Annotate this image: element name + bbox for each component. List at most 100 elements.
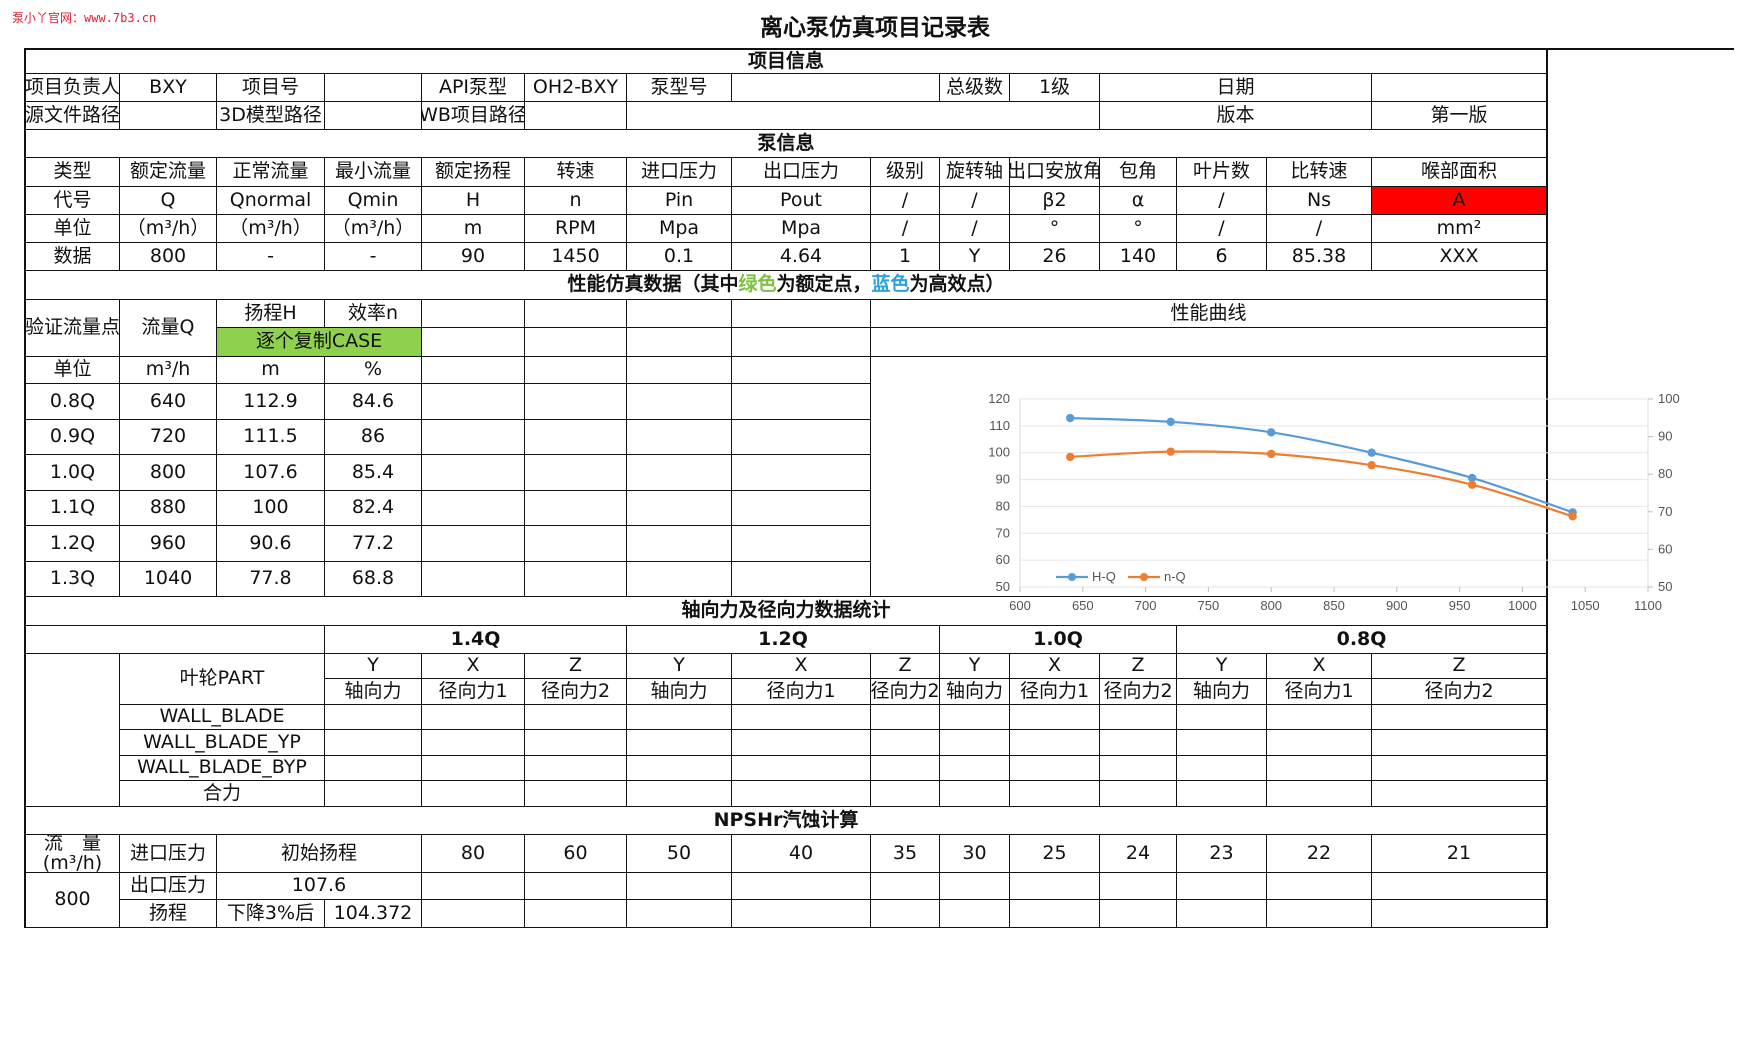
legend-label: n-Q: [1164, 569, 1186, 584]
perf-empty: [732, 491, 871, 526]
axial-group-2: 1.0Q: [940, 626, 1177, 654]
pump-headers-6: 进口压力: [627, 158, 732, 187]
force-value: [1010, 781, 1100, 807]
y-tick-right: 100: [1658, 393, 1680, 406]
y-tick-left: 70: [996, 525, 1010, 540]
section-pump-info: 泵信息: [24, 130, 1548, 158]
x-tick: 1050: [1571, 598, 1600, 613]
npsh-flow-label: 流 量 (m³/h): [24, 835, 120, 873]
data-point-H-Q: [1066, 413, 1075, 423]
force-value: [325, 756, 422, 781]
pump-headers-1: 额定流量: [120, 158, 217, 187]
axis-label: Z: [871, 654, 940, 679]
data-point-H-Q: [1166, 417, 1175, 427]
pump-units-3: （m³/h）: [325, 215, 422, 243]
y-tick-right: 90: [1658, 429, 1672, 444]
pump-units-4: m: [422, 215, 525, 243]
label-stages: 总级数: [940, 74, 1010, 102]
pump-headers-14: 喉部面积: [1372, 158, 1548, 187]
force-value: [627, 705, 732, 730]
section-performance: 性能仿真数据（其中 绿色 为额定点， 蓝色 为高效点）: [24, 271, 1548, 300]
perf-empty: [627, 491, 732, 526]
pump-headers-7: 出口压力: [732, 158, 871, 187]
perf-data-cell: 68.8: [325, 562, 422, 597]
legend-marker: [1140, 573, 1148, 581]
perf-empty: [627, 328, 732, 357]
npsh-pressure: 21: [1372, 835, 1548, 873]
pump-units-9: /: [940, 215, 1010, 243]
pump-codes-13: Ns: [1267, 187, 1372, 215]
pump-values-0: 数据: [24, 243, 120, 271]
perf-empty: [525, 562, 627, 597]
force-label: 径向力2: [525, 679, 627, 705]
pump-codes-6: Pin: [627, 187, 732, 215]
y-tick-left: 80: [996, 498, 1010, 513]
perf-empty: [525, 300, 627, 328]
part-name: WALL_BLADE: [120, 705, 325, 730]
perf-unit-0: 单位: [24, 357, 120, 384]
npsh-cell: [1372, 900, 1548, 928]
perf-empty: [422, 420, 525, 455]
axial-group-3: 0.8Q: [1177, 626, 1548, 654]
axial-group-0: 1.4Q: [325, 626, 627, 654]
perf-empty: [422, 328, 525, 357]
perf-empty: [732, 455, 871, 491]
force-value: [422, 730, 525, 756]
force-value: [422, 756, 525, 781]
force-value: [1100, 730, 1177, 756]
value-project-no: [325, 74, 422, 102]
label-source-path: 源文件路径: [24, 102, 120, 130]
force-value: [1100, 705, 1177, 730]
force-value: [871, 781, 940, 807]
pump-values-7: 4.64: [732, 243, 871, 271]
pump-values-1: 800: [120, 243, 217, 271]
perf-title-green: 绿色: [738, 273, 777, 296]
npsh-cell: [732, 873, 871, 900]
value-owner: BXY: [120, 74, 217, 102]
force-value: [871, 756, 940, 781]
header-flow-q: 流量Q: [120, 300, 217, 357]
perf-empty: [627, 384, 732, 420]
npsh-pressure: 25: [1010, 835, 1100, 873]
value-source-path: [120, 102, 217, 130]
perf-data-cell: 1.3Q: [24, 562, 120, 597]
perf-data-cell: 1.2Q: [24, 526, 120, 562]
perf-data-cell: 107.6: [217, 455, 325, 491]
pump-codes-7: Pout: [732, 187, 871, 215]
npsh-outlet-label: 出口压力: [120, 873, 217, 900]
npsh-cell: [732, 900, 871, 928]
perf-empty: [525, 420, 627, 455]
force-value: [1372, 781, 1548, 807]
npsh-pressure: 30: [940, 835, 1010, 873]
pump-units-12: /: [1177, 215, 1267, 243]
data-point-n-Q: [1267, 449, 1276, 459]
axis-label: Y: [325, 654, 422, 679]
perf-empty: [627, 420, 732, 455]
force-label: 径向力2: [871, 679, 940, 705]
data-point-n-Q: [1467, 480, 1477, 489]
performance-chart: 50 60 70 80 90 100 110 120 50 60 70 80 90 100 600 650 70…: [970, 391, 1708, 665]
watermark: 泵小丫官网：www.7b3.cn: [12, 11, 157, 25]
force-value: [525, 730, 627, 756]
axis-label: Z: [1372, 654, 1548, 679]
label-3d-path: 3D模型路径: [217, 102, 325, 130]
perf-empty: [422, 491, 525, 526]
value-pump-model: [732, 74, 940, 102]
force-value: [1010, 705, 1100, 730]
perf-data-cell: 85.4: [325, 455, 422, 491]
axis-label: Y: [940, 654, 1010, 679]
data-point-H-Q: [1267, 428, 1276, 437]
label-pump-model: 泵型号: [627, 74, 732, 102]
value-3d-path: [325, 102, 422, 130]
page-title: 离心泵仿真项目记录表: [760, 15, 990, 41]
perf-title-post: 为高效点）: [909, 273, 1005, 296]
force-value: [1100, 756, 1177, 781]
axis-label: Y: [627, 654, 732, 679]
force-value: [1267, 781, 1372, 807]
pump-codes-2: Qnormal: [217, 187, 325, 215]
perf-data-cell: 90.6: [217, 526, 325, 562]
y-tick-left: 60: [996, 552, 1010, 567]
force-value: [1372, 705, 1548, 730]
force-value: [1100, 781, 1177, 807]
perf-empty: [732, 328, 871, 357]
